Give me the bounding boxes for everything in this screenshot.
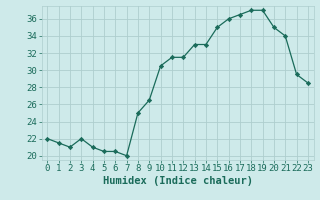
X-axis label: Humidex (Indice chaleur): Humidex (Indice chaleur) [103,176,252,186]
